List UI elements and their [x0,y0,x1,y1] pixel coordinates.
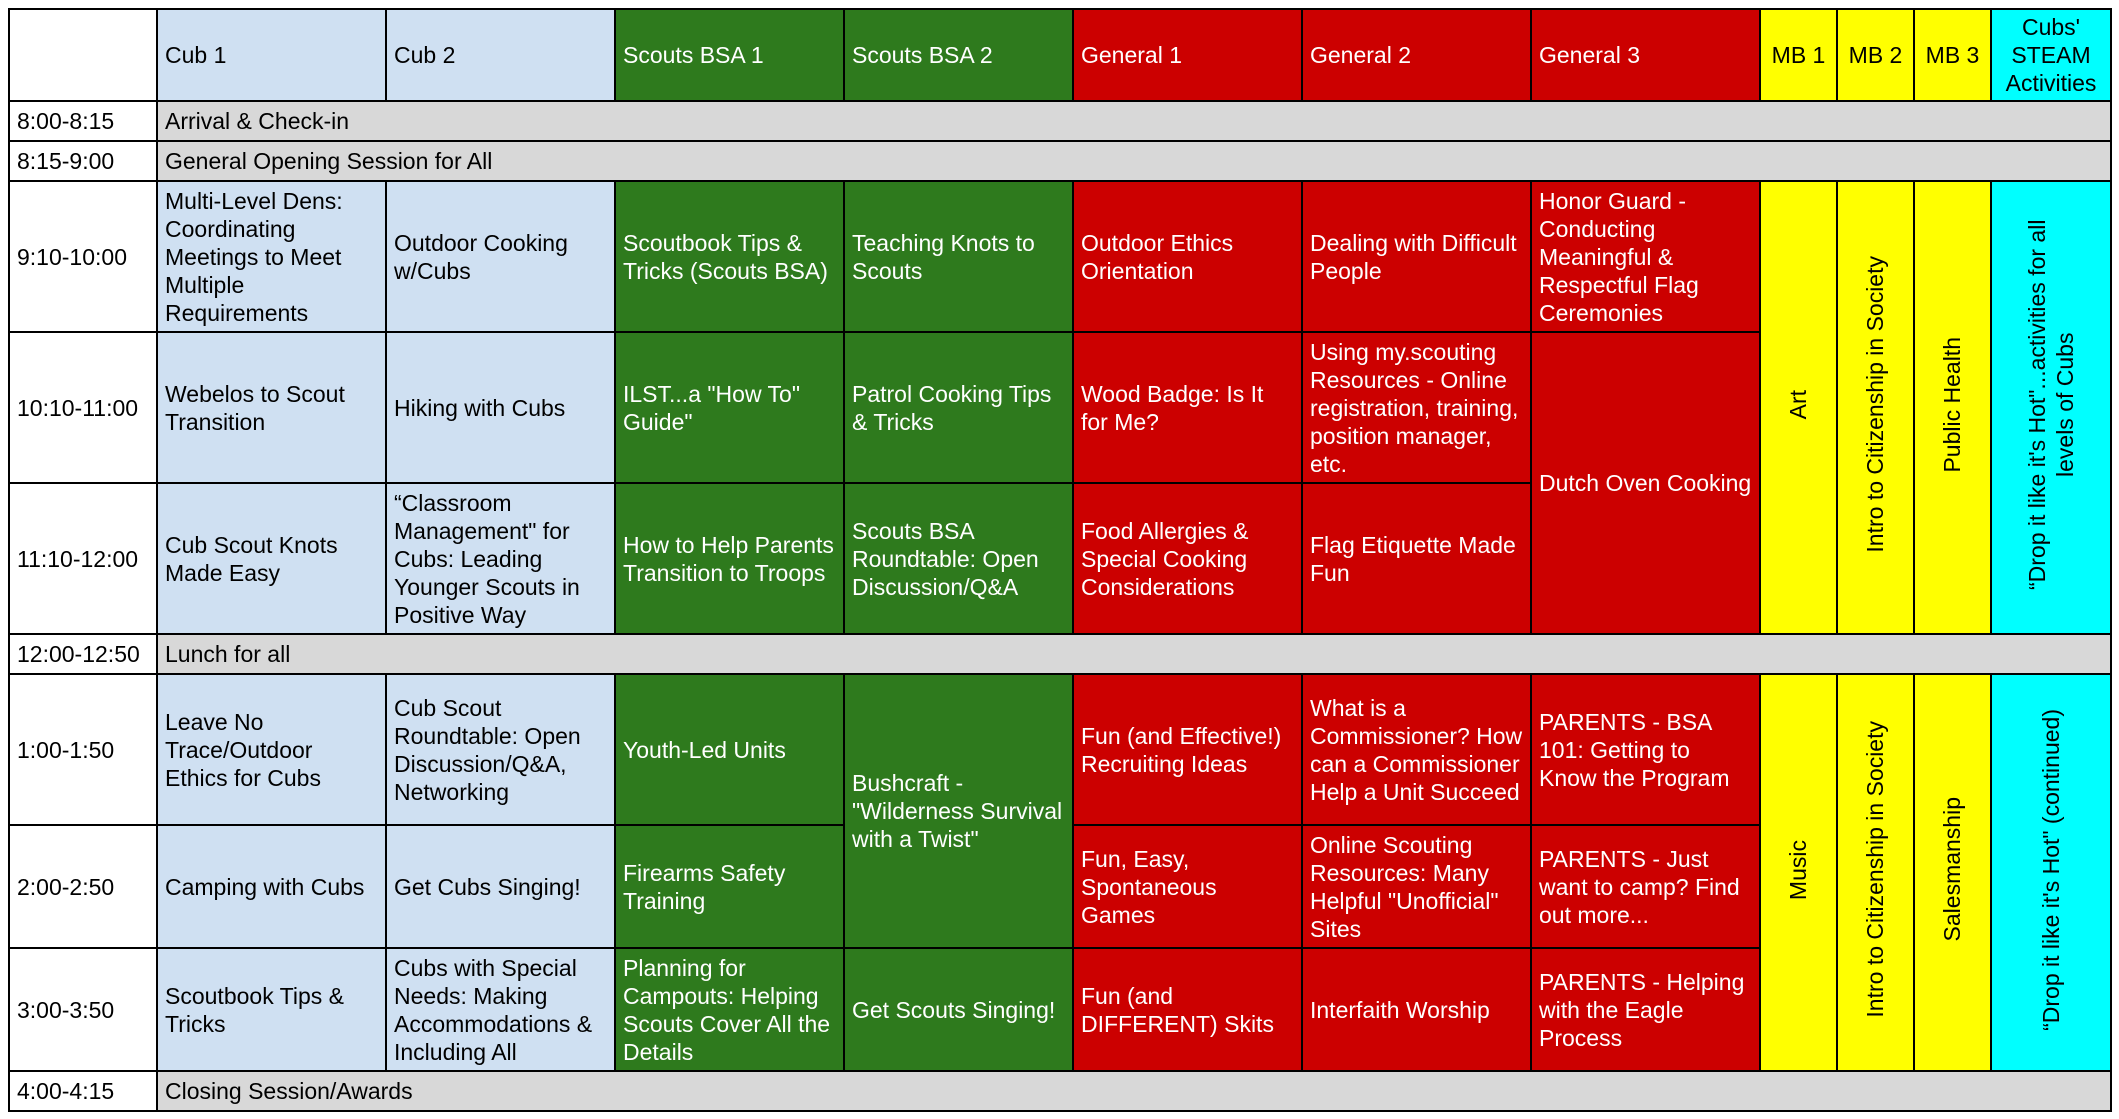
session-cell: Youth-Led Units [614,673,845,827]
session-cell: Using my.scouting Resources - Online reg… [1301,331,1532,485]
header-general-3: General 3 [1530,7,1761,103]
session-cell: Scoutbook Tips & Tricks (Scouts BSA) [614,180,845,334]
session-cell: Wood Badge: Is It for Me? [1072,331,1303,485]
session-cell: Camping with Cubs [156,824,387,950]
opening-session-cell: General Opening Session for All [156,140,2112,183]
session-cell: Firearms Safety Training [614,824,845,950]
steam-morning-label: “Drop it like it's Hot"...activities for… [2023,219,2078,590]
closing-session-cell: Closing Session/Awards [156,1070,2112,1113]
dutch-oven-cell: Dutch Oven Cooking [1530,331,1761,636]
table-row: 2:00-2:50 Camping with Cubs Get Cubs Sin… [8,824,2111,950]
mb2-morning-label: Intro to Citizenship in Society [1862,256,1889,553]
arrival-cell: Arrival & Check-in [156,100,2112,143]
session-cell: Teaching Knots to Scouts [843,180,1074,334]
session-cell: Fun (and DIFFERENT) Skits [1072,947,1303,1073]
session-cell: Scoutbook Tips & Tricks [156,947,387,1073]
session-cell: “Classroom Management" for Cubs: Leading… [385,482,616,636]
header-cub-1: Cub 1 [156,7,387,103]
header-mb-1: MB 1 [1759,7,1838,103]
table-row: 4:00-4:15 Closing Session/Awards [8,1070,2112,1113]
steam-afternoon-label: “Drop it like it's Hot" (continued) [2037,708,2064,1031]
table-row: 12:00-12:50 Lunch for all [8,633,2112,676]
mb1-morning-label: Art [1785,389,1812,420]
mb1-afternoon-label: Music [1785,839,1812,900]
session-cell: PARENTS - Helping with the Eagle Process [1530,947,1761,1073]
steam-morning-cell: “Drop it like it's Hot"...activities for… [1990,180,2112,636]
time-cell: 8:15-9:00 [8,140,158,183]
session-cell: ILST...a "How To" Guide" [614,331,845,485]
session-cell: Interfaith Worship [1301,947,1532,1073]
schedule-wrapper: Cub 1 Cub 2 Scouts BSA 1 Scouts BSA 2 Ge… [8,7,2112,1113]
time-cell: 9:10-10:00 [8,180,158,334]
table-row: 8:00-8:15 Arrival & Check-in [8,100,2112,143]
session-cell: Planning for Campouts: Helping Scouts Co… [614,947,845,1073]
time-cell: 3:00-3:50 [8,947,158,1073]
session-cell: Online Scouting Resources: Many Helpful … [1301,824,1532,950]
header-general-2: General 2 [1301,7,1532,103]
mb2-afternoon-cell: Intro to Citizenship in Society [1836,673,1915,1073]
session-cell: Cub Scout Knots Made Easy [156,482,387,636]
session-cell: Cub Scout Roundtable: Open Discussion/Q&… [385,673,616,827]
session-cell: Outdoor Cooking w/Cubs [385,180,616,334]
session-cell: Hiking with Cubs [385,331,616,485]
session-cell: Leave No Trace/Outdoor Ethics for Cubs [156,673,387,827]
session-cell: Dealing with Difficult People [1301,180,1532,334]
session-cell: Get Cubs Singing! [385,824,616,950]
time-cell: 8:00-8:15 [8,100,158,143]
time-cell: 1:00-1:50 [8,673,158,827]
header-time [8,7,158,103]
schedule-table: Cub 1 Cub 2 Scouts BSA 1 Scouts BSA 2 Ge… [8,7,2112,1113]
session-cell: Fun, Easy, Spontaneous Games [1072,824,1303,950]
session-cell: PARENTS - BSA 101: Getting to Know the P… [1530,673,1761,827]
time-cell: 4:00-4:15 [8,1070,158,1113]
time-cell: 10:10-11:00 [8,331,158,485]
table-row: 10:10-11:00 Webelos to Scout Transition … [8,331,2111,636]
session-cell: Honor Guard - Conducting Meaningful & Re… [1530,180,1761,334]
header-scouts-bsa-2: Scouts BSA 2 [843,7,1074,103]
header-row: Cub 1 Cub 2 Scouts BSA 1 Scouts BSA 2 Ge… [8,7,2112,103]
session-cell: PARENTS - Just want to camp? Find out mo… [1530,824,1761,950]
session-cell: Webelos to Scout Transition [156,331,387,485]
session-cell: How to Help Parents Transition to Troops [614,482,845,636]
steam-afternoon-cell: “Drop it like it's Hot" (continued) [1990,673,2112,1073]
mb1-morning-cell: Art [1759,180,1838,636]
mb3-morning-cell: Public Health [1913,180,1992,636]
table-row: 3:00-3:50 Scoutbook Tips & Tricks Cubs w… [8,947,2111,1073]
mb3-morning-label: Public Health [1939,336,1966,473]
session-cell: Outdoor Ethics Orientation [1072,180,1303,334]
header-mb-2: MB 2 [1836,7,1915,103]
session-cell: Food Allergies & Special Cooking Conside… [1072,482,1303,636]
header-cub-2: Cub 2 [385,7,616,103]
bushcraft-cell: Bushcraft - "Wilderness Survival with a … [843,673,1074,950]
header-mb-3: MB 3 [1913,7,1992,103]
session-cell: Patrol Cooking Tips & Tricks [843,331,1074,485]
time-cell: 12:00-12:50 [8,633,158,676]
session-cell: Flag Etiquette Made Fun [1301,482,1532,636]
header-scouts-bsa-1: Scouts BSA 1 [614,7,845,103]
header-general-1: General 1 [1072,7,1303,103]
session-cell: Multi-Level Dens: Coordinating Meetings … [156,180,387,334]
table-row: 8:15-9:00 General Opening Session for Al… [8,140,2112,183]
session-cell: What is a Commissioner? How can a Commis… [1301,673,1532,827]
time-cell: 2:00-2:50 [8,824,158,950]
mb2-morning-cell: Intro to Citizenship in Society [1836,180,1915,636]
session-cell: Cubs with Special Needs: Making Accommod… [385,947,616,1073]
table-row: 1:00-1:50 Leave No Trace/Outdoor Ethics … [8,673,2112,1073]
mb3-afternoon-label: Salesmanship [1939,797,1966,942]
session-cell: Fun (and Effective!) Recruiting Ideas [1072,673,1303,827]
mb2-afternoon-label: Intro to Citizenship in Society [1862,721,1889,1018]
lunch-cell: Lunch for all [156,633,2112,676]
header-steam: Cubs' STEAM Activities [1990,7,2112,103]
time-cell: 11:10-12:00 [8,482,158,636]
session-cell: Get Scouts Singing! [843,947,1074,1073]
mb1-afternoon-cell: Music [1759,673,1838,1073]
table-row: 11:10-12:00 Cub Scout Knots Made Easy “C… [8,482,2111,636]
session-cell: Scouts BSA Roundtable: Open Discussion/Q… [843,482,1074,636]
mb3-afternoon-cell: Salesmanship [1913,673,1992,1073]
table-row: 9:10-10:00 Multi-Level Dens: Coordinatin… [8,180,2112,636]
